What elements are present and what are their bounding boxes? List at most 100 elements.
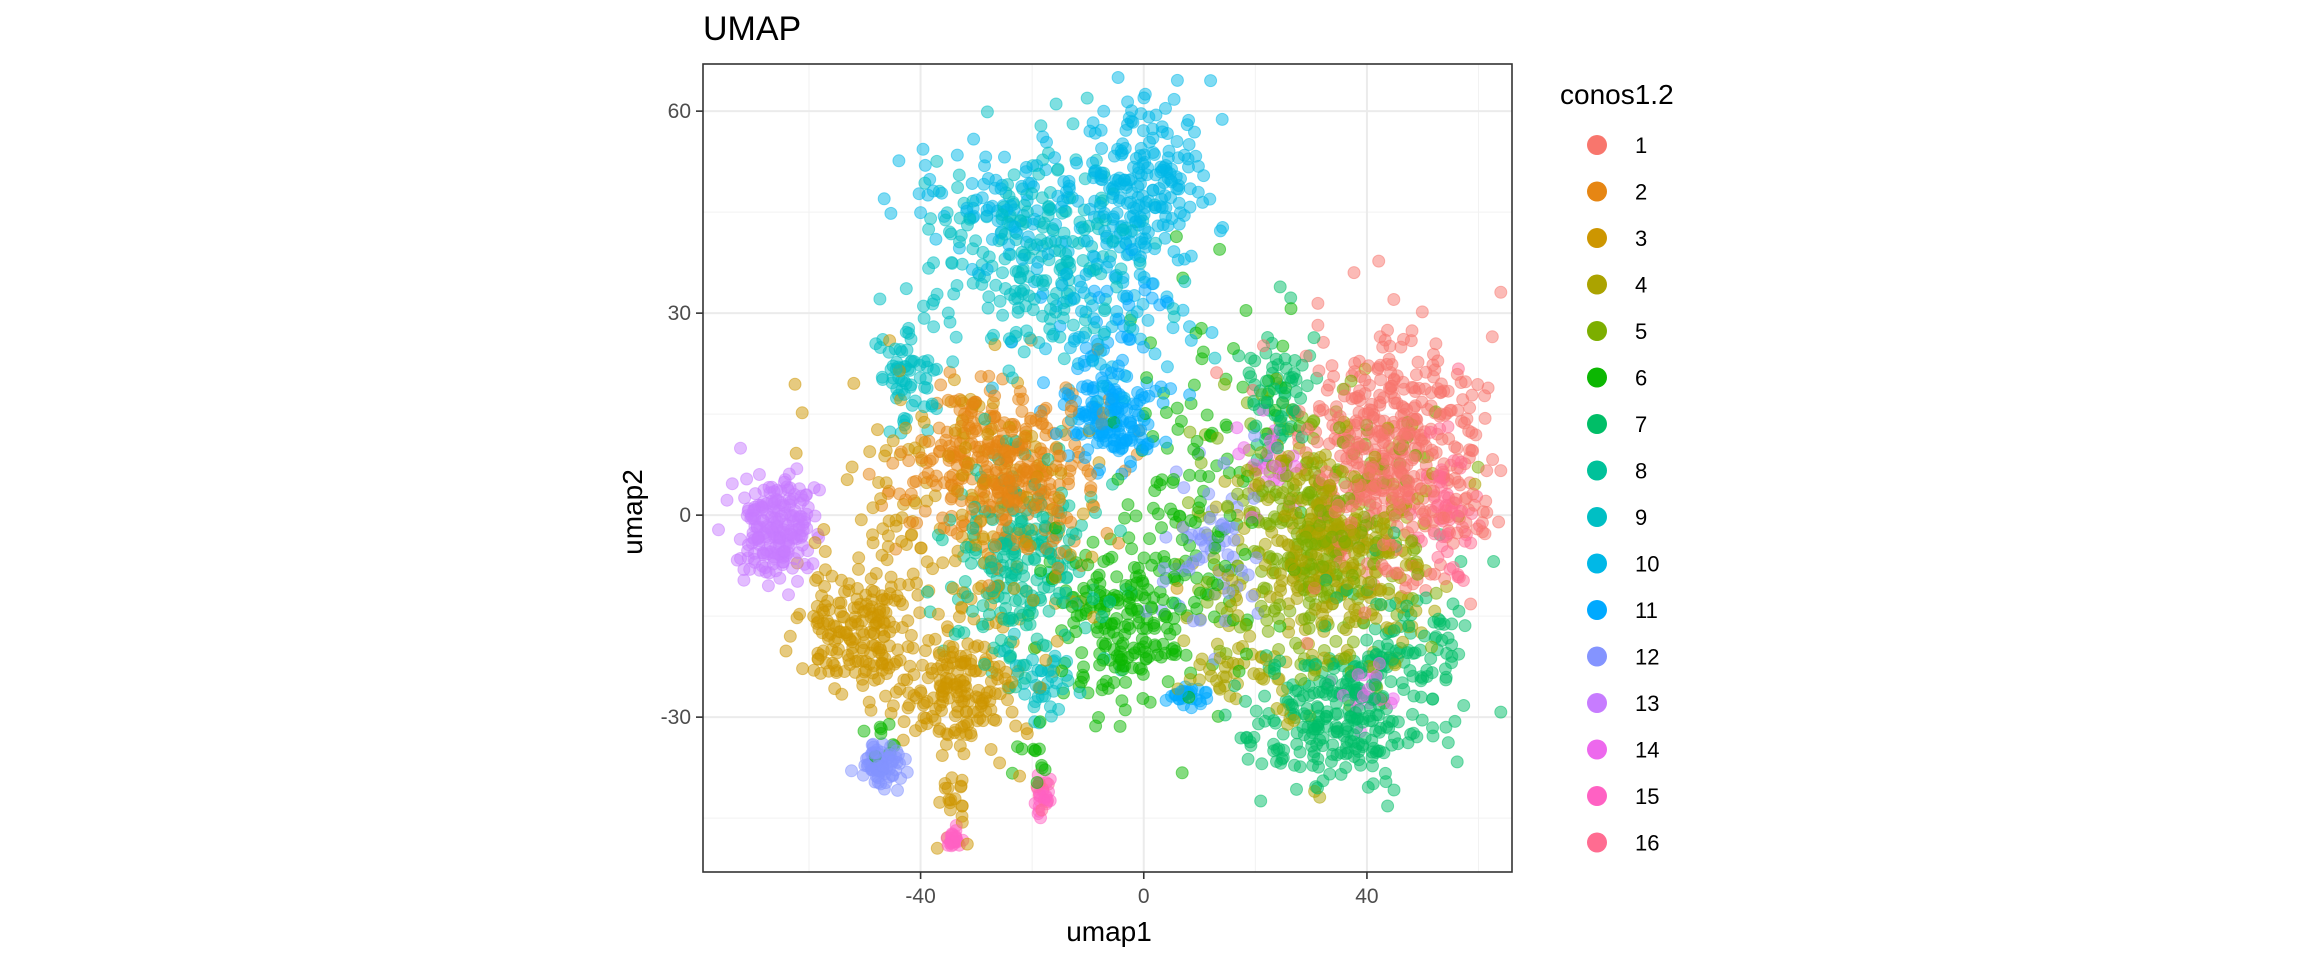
point-cluster-10 xyxy=(1172,217,1186,231)
point-cluster-8 xyxy=(1003,611,1016,625)
point-cluster-7 xyxy=(1258,714,1272,728)
point-cluster-3 xyxy=(928,632,942,646)
point-cluster-7 xyxy=(1439,670,1453,684)
point-cluster-11 xyxy=(1078,451,1092,464)
point-cluster-3 xyxy=(960,837,974,851)
point-cluster-7 xyxy=(1307,749,1321,763)
point-cluster-9 xyxy=(899,282,913,296)
point-cluster-9 xyxy=(982,250,996,264)
point-cluster-10 xyxy=(1155,125,1169,139)
point-cluster-9 xyxy=(1076,254,1090,267)
point-cluster-8 xyxy=(984,561,998,575)
point-cluster-11 xyxy=(1137,391,1151,404)
point-cluster-10 xyxy=(1095,142,1109,155)
point-cluster-10 xyxy=(1141,161,1155,175)
point-cluster-1 xyxy=(1416,507,1430,521)
point-cluster-9 xyxy=(905,354,919,368)
point-cluster-1 xyxy=(1478,527,1492,541)
point-cluster-8 xyxy=(1042,604,1056,618)
point-cluster-2 xyxy=(1053,512,1067,526)
point-cluster-9 xyxy=(1032,167,1046,181)
point-cluster-6 xyxy=(1210,578,1224,592)
point-cluster-3 xyxy=(993,756,1007,770)
point-cluster-5 xyxy=(1333,421,1346,435)
point-cluster-16 xyxy=(1430,500,1444,514)
point-cluster-4 xyxy=(1341,576,1355,590)
point-cluster-10 xyxy=(1080,234,1094,248)
point-cluster-9 xyxy=(947,287,961,301)
point-cluster-7 xyxy=(1369,746,1383,759)
point-cluster-6 xyxy=(1192,501,1206,515)
point-cluster-6 xyxy=(1240,647,1253,661)
point-cluster-8 xyxy=(976,599,990,613)
point-cluster-9 xyxy=(966,276,980,290)
legend-label-10: 10 xyxy=(1635,552,1659,577)
point-cluster-13 xyxy=(791,546,805,560)
point-cluster-7 xyxy=(1407,726,1420,740)
point-cluster-7 xyxy=(1368,678,1382,692)
point-cluster-7 xyxy=(1381,799,1395,813)
point-cluster-9 xyxy=(1011,305,1025,319)
point-cluster-10 xyxy=(1087,312,1101,326)
point-cluster-9 xyxy=(899,325,913,339)
point-cluster-1 xyxy=(1365,422,1378,436)
point-cluster-11 xyxy=(1112,423,1125,437)
point-cluster-1 xyxy=(1384,379,1398,393)
point-cluster-10 xyxy=(1155,192,1168,206)
point-cluster-6 xyxy=(1169,230,1183,244)
point-cluster-10 xyxy=(980,263,994,276)
point-cluster-6 xyxy=(1164,502,1177,516)
point-cluster-3 xyxy=(946,645,960,659)
point-cluster-4 xyxy=(1258,558,1272,572)
point-cluster-2 xyxy=(992,434,1005,448)
point-cluster-7 xyxy=(1487,555,1501,568)
point-cluster-9 xyxy=(943,225,956,239)
point-cluster-5 xyxy=(1273,491,1287,505)
point-cluster-7 xyxy=(1413,643,1427,657)
point-cluster-6 xyxy=(1170,401,1184,415)
point-cluster-10 xyxy=(1148,347,1162,361)
point-cluster-4 xyxy=(1339,623,1353,637)
point-cluster-7 xyxy=(1387,783,1401,797)
x-tick-label: 40 xyxy=(1355,885,1378,908)
point-cluster-9 xyxy=(922,222,936,236)
point-cluster-3 xyxy=(839,625,853,639)
point-cluster-3 xyxy=(948,423,962,437)
legend-key-14 xyxy=(1587,739,1607,760)
point-cluster-10 xyxy=(1191,185,1205,199)
point-cluster-3 xyxy=(811,652,825,666)
point-cluster-3 xyxy=(1005,705,1019,719)
legend-label-3: 3 xyxy=(1635,226,1647,251)
point-cluster-3 xyxy=(977,640,991,654)
point-cluster-4 xyxy=(1240,463,1254,477)
point-cluster-2 xyxy=(1046,534,1060,548)
point-cluster-6 xyxy=(1034,564,1048,578)
point-cluster-3 xyxy=(953,673,967,687)
point-cluster-16 xyxy=(1447,454,1461,468)
point-cluster-6 xyxy=(1167,570,1181,584)
point-cluster-7 xyxy=(1242,366,1256,380)
point-cluster-9 xyxy=(943,315,957,329)
point-cluster-3 xyxy=(876,522,890,536)
point-cluster-3 xyxy=(854,513,868,527)
point-cluster-12 xyxy=(845,764,858,778)
legend-label-12: 12 xyxy=(1635,645,1659,670)
point-cluster-7 xyxy=(1426,692,1439,706)
point-cluster-4 xyxy=(1409,604,1423,618)
point-cluster-6 xyxy=(1077,671,1090,684)
point-cluster-1 xyxy=(1478,411,1492,425)
point-cluster-4 xyxy=(1380,526,1394,540)
point-cluster-7 xyxy=(1418,629,1431,643)
legend-label-14: 14 xyxy=(1635,738,1659,763)
point-cluster-9 xyxy=(955,257,969,271)
point-cluster-4 xyxy=(1335,465,1349,479)
point-cluster-7 xyxy=(1241,752,1255,766)
point-cluster-1 xyxy=(1450,441,1464,455)
point-cluster-2 xyxy=(934,378,948,392)
point-cluster-1 xyxy=(1405,453,1419,467)
point-cluster-9 xyxy=(1057,302,1071,316)
point-cluster-9 xyxy=(1116,223,1130,237)
point-cluster-10 xyxy=(1086,156,1100,170)
point-cluster-13 xyxy=(733,532,747,546)
point-cluster-1 xyxy=(1312,364,1326,378)
